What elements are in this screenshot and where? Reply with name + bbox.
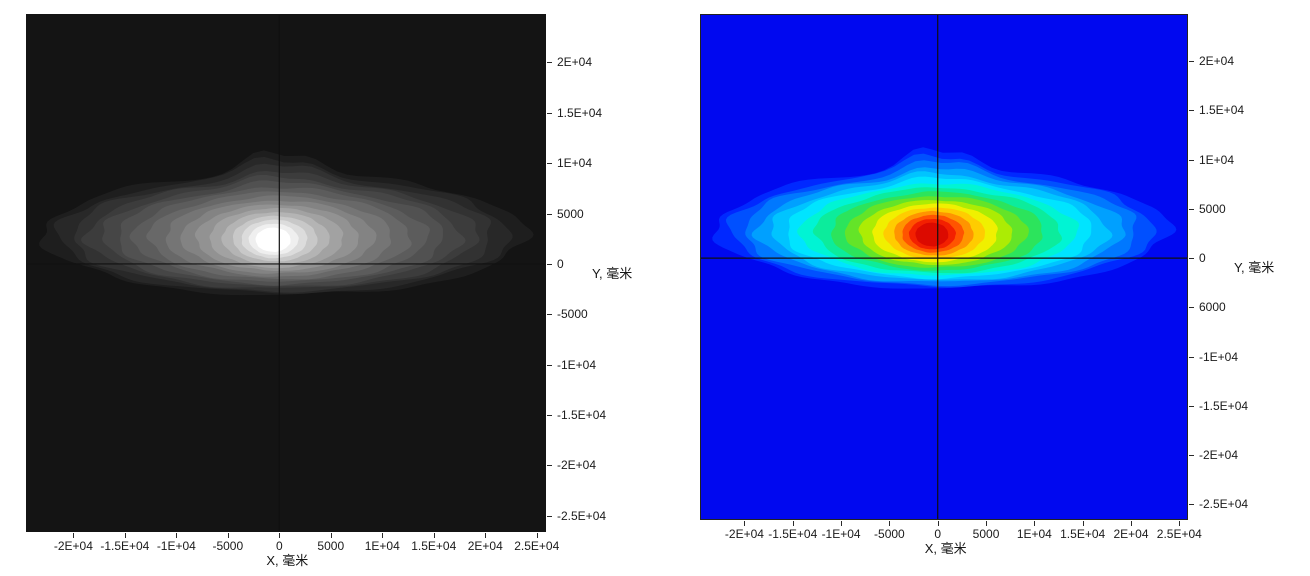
y-tick-label: 6000 [1199, 300, 1226, 315]
y-tick-label: 1.5E+04 [1199, 103, 1245, 118]
x-tick-label: 2.5E+04 [514, 539, 560, 553]
x-tick-mark [1082, 521, 1084, 526]
grayscale-contour-canvas [26, 14, 546, 532]
y-tick-mark [1189, 159, 1194, 161]
x-tick-label: -5000 [874, 527, 905, 541]
x-tick-mark [382, 533, 384, 538]
y-axis-label: Y, 毫米 [592, 265, 633, 281]
y-tick-label: 5000 [1199, 201, 1226, 216]
y-tick-mark [1189, 356, 1194, 358]
x-tick-mark [937, 521, 939, 526]
x-tick-label: 2.5E+04 [1156, 527, 1202, 541]
y-tick-mark [547, 515, 552, 517]
y-tick-label: 0 [1199, 251, 1206, 266]
y-tick-mark [1189, 258, 1194, 260]
x-tick-label: -1.5E+04 [768, 527, 818, 541]
y-tick-label: 1E+04 [1199, 152, 1235, 167]
x-tick-label: -1E+04 [156, 539, 196, 553]
x-tick-mark [433, 533, 435, 538]
y-tick-label: -5000 [557, 307, 588, 322]
x-tick-mark [1179, 521, 1181, 526]
x-tick-label: 5000 [317, 539, 345, 553]
contour-band [915, 222, 949, 247]
x-tick-mark [889, 521, 891, 526]
x-tick-label: 1E+04 [1016, 527, 1052, 541]
x-tick-label: 1.5E+04 [1060, 527, 1106, 541]
x-tick-mark [986, 521, 988, 526]
y-tick-label: 1E+04 [557, 156, 593, 171]
x-tick-mark [485, 533, 487, 538]
x-tick-label: 0 [934, 527, 942, 541]
x-tick-label: -2E+04 [724, 527, 764, 541]
grayscale-contour-plot [26, 14, 546, 532]
y-tick-mark [547, 314, 552, 316]
x-tick-label: 1E+04 [364, 539, 400, 553]
x-tick-mark [330, 533, 332, 538]
x-tick-mark [1034, 521, 1036, 526]
y-tick-mark [1189, 504, 1194, 506]
y-tick-label: -2.5E+04 [1199, 497, 1249, 512]
y-tick-mark [1189, 405, 1194, 407]
y-tick-mark [1189, 307, 1194, 309]
y-tick-mark [547, 213, 552, 215]
y-tick-mark [1189, 61, 1194, 63]
y-tick-label: -1E+04 [1199, 349, 1239, 364]
y-tick-mark [547, 415, 552, 417]
y-axis-label: Y, 毫米 [1234, 260, 1275, 276]
x-tick-label: 5000 [972, 527, 1000, 541]
x-tick-mark [792, 521, 794, 526]
y-tick-label: 2E+04 [1199, 54, 1235, 69]
y-tick-mark [1189, 455, 1194, 457]
y-tick-mark [547, 364, 552, 366]
x-tick-mark [536, 533, 538, 538]
x-tick-mark [227, 533, 229, 538]
x-tick-label: -5000 [212, 539, 244, 553]
y-tick-label: -2E+04 [1199, 448, 1239, 463]
y-tick-label: 2E+04 [557, 55, 593, 70]
x-tick-label: 2E+04 [467, 539, 503, 553]
plot-border [700, 14, 1188, 520]
x-tick-label: -1E+04 [821, 527, 861, 541]
y-tick-label: 5000 [557, 206, 584, 221]
x-tick-label: -1.5E+04 [100, 539, 150, 553]
y-tick-mark [1189, 208, 1194, 210]
x-tick-mark [279, 533, 281, 538]
y-tick-label: -1.5E+04 [557, 408, 607, 423]
y-tick-label: -2E+04 [557, 458, 597, 473]
x-axis-label: X, 毫米 [924, 541, 967, 556]
x-axis-label: X, 毫米 [266, 553, 309, 568]
y-tick-mark [1189, 110, 1194, 112]
y-tick-mark [547, 163, 552, 165]
y-tick-label: 1.5E+04 [557, 105, 603, 120]
x-tick-mark [1130, 521, 1132, 526]
y-tick-label: -1.5E+04 [1199, 398, 1249, 413]
y-tick-mark [547, 465, 552, 467]
x-tick-label: -2E+04 [53, 539, 93, 553]
y-tick-label: -1E+04 [557, 357, 597, 372]
x-tick-label: 0 [275, 539, 283, 553]
y-tick-label: -2.5E+04 [557, 508, 607, 523]
x-tick-label: 2E+04 [1113, 527, 1149, 541]
rainbow-contour-canvas [700, 14, 1188, 520]
x-tick-mark [73, 533, 75, 538]
x-tick-label: 1.5E+04 [411, 539, 457, 553]
y-tick-mark [547, 62, 552, 64]
plot-border [26, 14, 546, 532]
y-tick-mark [547, 263, 552, 265]
x-tick-mark [176, 533, 178, 538]
x-tick-mark [124, 533, 126, 538]
x-tick-mark [841, 521, 843, 526]
contour-band [255, 227, 291, 252]
rainbow-contour-plot [700, 14, 1188, 520]
x-tick-mark [744, 521, 746, 526]
y-tick-mark [547, 112, 552, 114]
y-tick-label: 0 [557, 256, 564, 271]
